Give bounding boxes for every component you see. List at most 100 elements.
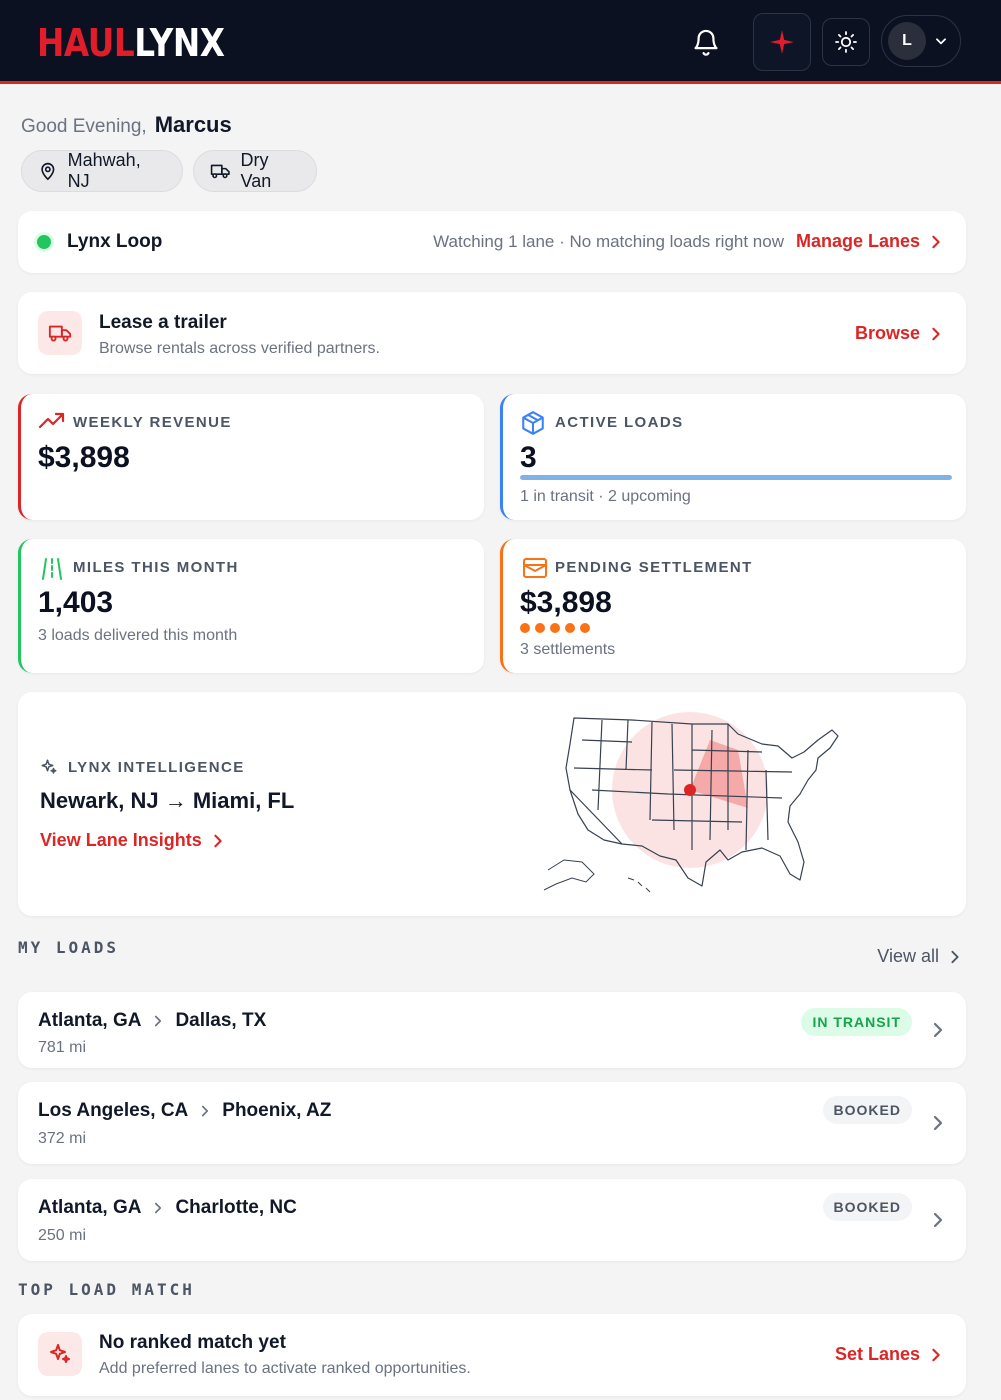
load-distance: 372 mi [38, 1130, 87, 1147]
match-subtitle: Add preferred lanes to activate ranked o… [99, 1360, 471, 1377]
load-destination: Charlotte, NC [175, 1197, 297, 1218]
weekly-revenue-label: WEEKLY REVENUE [73, 414, 232, 431]
bell-icon [694, 29, 718, 56]
load-route: Atlanta, GA Charlotte, NC [38, 1197, 297, 1219]
sparkle-icon [50, 1344, 70, 1363]
match-icon-box [38, 1332, 82, 1376]
settlement-dot [520, 623, 530, 633]
chevron-right-icon [932, 327, 940, 340]
set-lanes-label: Set Lanes [834, 1344, 920, 1364]
lynx-loop-card: Lynx Loop Watching 1 lane · No matching … [18, 211, 966, 273]
logo-part-lynx: LYNX [134, 21, 225, 65]
location-label: Mahwah, NJ [67, 150, 141, 191]
chevron-right-icon [932, 1348, 940, 1361]
status-badge: BOOKED [822, 1096, 912, 1124]
ai-assistant-button[interactable] [753, 13, 811, 71]
road-icon [42, 558, 62, 580]
pending-settlement-card[interactable]: PENDING SETTLEMENT $3,898 3 settlements [500, 539, 966, 673]
chevron-right-icon [155, 1015, 162, 1027]
logo-part-haul: HAUL [37, 21, 135, 65]
active-loads-progress-fill [520, 475, 952, 480]
lynx-loop-status: Watching 1 lane · No matching loads righ… [433, 232, 784, 251]
chevron-right-icon [933, 1115, 943, 1131]
active-loads-value: 3 [520, 441, 537, 474]
lease-title: Lease a trailer [99, 312, 227, 333]
settlement-dot [565, 623, 575, 633]
sparkle-icon [41, 759, 57, 774]
status-badge: BOOKED [822, 1193, 912, 1221]
lynx-intelligence-label-row: LYNX INTELLIGENCE [40, 758, 245, 776]
load-row[interactable]: Atlanta, GA Dallas, TX 781 mi IN TRANSIT [18, 992, 966, 1068]
us-outline [565, 717, 839, 887]
intelligence-route: Newark, NJ → Miami, FL [40, 788, 295, 813]
active-loads-progress [520, 475, 952, 480]
envelope-icon [523, 558, 547, 578]
load-origin: Atlanta, GA [38, 1197, 142, 1218]
miles-card[interactable]: MILES THIS MONTH 1,403 3 loads delivered… [18, 539, 484, 673]
location-chip[interactable]: Mahwah, NJ [21, 150, 183, 192]
lease-icon-box [38, 311, 82, 355]
chevron-right-icon [202, 1105, 209, 1117]
hawaii-outline [627, 877, 651, 893]
lynx-loop-title: Lynx Loop [67, 231, 163, 252]
active-loads-card[interactable]: ACTIVE LOADS 3 1 in transit · 2 upcoming [500, 394, 966, 520]
load-route: Los Angeles, CA Phoenix, AZ [38, 1100, 331, 1122]
view-all-label: View all [877, 946, 939, 966]
set-lanes-link[interactable]: Set Lanes [835, 1344, 942, 1365]
top-load-match-card[interactable]: No ranked match yet Add preferred lanes … [18, 1314, 966, 1396]
load-route: Atlanta, GA Dallas, TX [38, 1010, 266, 1032]
manage-lanes-label: Manage Lanes [795, 231, 920, 251]
package-icon [522, 411, 544, 435]
active-loads-label: ACTIVE LOADS [555, 414, 684, 431]
alaska-outline [543, 859, 595, 891]
lynx-intelligence-label: LYNX INTELLIGENCE [68, 758, 245, 776]
pending-settlement-value: $3,898 [520, 586, 612, 619]
view-lane-insights-label: View Lane Insights [40, 830, 202, 850]
miles-value: 1,403 [38, 586, 114, 619]
pending-settlement-label: PENDING SETTLEMENT [555, 559, 753, 576]
pending-settlement-sub: 3 settlements [520, 641, 616, 658]
app-header: HAULLYNX L [0, 0, 1001, 84]
chevron-right-icon [951, 950, 959, 963]
load-distance: 781 mi [38, 1039, 87, 1056]
theme-toggle-button[interactable] [822, 18, 870, 66]
view-all-link[interactable]: View all [877, 946, 961, 967]
my-loads-heading: MY LOADS [18, 938, 120, 957]
truck-icon [210, 164, 230, 179]
trending-up-icon [38, 412, 65, 429]
equipment-chip[interactable]: Dry Van [193, 150, 317, 192]
load-destination: Dallas, TX [175, 1010, 267, 1031]
load-row[interactable]: Los Angeles, CA Phoenix, AZ 372 mi BOOKE… [18, 1082, 966, 1164]
match-title: No ranked match yet [99, 1332, 286, 1353]
chevron-right-icon [214, 834, 222, 847]
settlement-dot [580, 623, 590, 633]
load-origin: Atlanta, GA [38, 1010, 142, 1031]
chevron-right-icon [933, 1022, 943, 1038]
browse-link[interactable]: Browse [855, 323, 942, 344]
status-badge: IN TRANSIT [801, 1008, 912, 1036]
lynx-intelligence-card[interactable]: LYNX INTELLIGENCE Newark, NJ → Miami, FL… [18, 692, 966, 916]
weekly-revenue-value: $3,898 [38, 441, 130, 474]
user-name: Marcus [154, 112, 232, 137]
top-load-match-heading: TOP LOAD MATCH [18, 1280, 195, 1299]
origin-marker [684, 784, 696, 796]
sparkle-icon [770, 30, 794, 54]
map-pin-icon [41, 162, 55, 181]
chevron-right-icon [155, 1202, 162, 1214]
greeting: Good Evening, Marcus [21, 112, 232, 138]
avatar: L [888, 22, 926, 60]
load-distance: 250 mi [38, 1227, 87, 1244]
chevron-down-icon [936, 38, 946, 45]
greeting-text: Good Evening, [21, 116, 147, 137]
view-lane-insights-link[interactable]: View Lane Insights [40, 830, 224, 851]
haullynx-logo[interactable]: HAULLYNX [37, 22, 225, 64]
miles-label: MILES THIS MONTH [73, 559, 239, 576]
truck-icon [48, 325, 72, 342]
load-row[interactable]: Atlanta, GA Charlotte, NC 250 mi BOOKED [18, 1179, 966, 1261]
manage-lanes-link[interactable]: Manage Lanes [796, 231, 942, 252]
user-menu-button[interactable]: L [881, 15, 961, 67]
notifications-button[interactable] [684, 20, 728, 64]
weekly-revenue-card[interactable]: WEEKLY REVENUE $3,898 [18, 394, 484, 520]
browse-label: Browse [854, 323, 920, 343]
lease-trailer-card[interactable]: Lease a trailer Browse rentals across ve… [18, 292, 966, 374]
